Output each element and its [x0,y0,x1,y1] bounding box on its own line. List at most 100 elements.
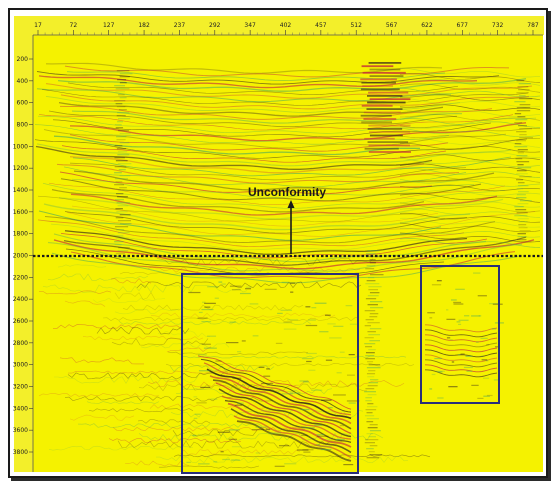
y-tick-label: 2000 [13,253,28,260]
box-left-texture [198,370,210,372]
upper-reflector [48,110,458,128]
vertical-disturbance [519,200,532,202]
bright-spot-trace [369,68,401,71]
box-left-texture [346,400,360,402]
vertical-disturbance [367,361,374,363]
vertical-disturbance [117,118,131,120]
box-left-reflector [212,379,352,430]
lower-reflector [48,445,194,451]
box-right-texture [480,337,488,339]
box-left-texture [333,325,344,327]
box-left-texture [284,463,297,465]
x-tick-label: 17 [34,22,42,29]
lower-reflector [114,308,180,315]
box-left-texture [329,337,342,339]
box-right-texture [486,394,493,397]
lower-reflector [173,454,431,458]
box-left-texture [339,424,344,427]
upper-reflector [71,205,439,227]
vertical-disturbance [119,73,133,75]
box-left-texture [258,366,265,369]
upper-right-reflector [399,202,541,213]
box-left-texture [218,281,223,283]
vertical-disturbance [517,239,527,241]
box-left-texture [201,320,212,323]
vertical-disturbance [365,397,372,399]
vertical-disturbance [514,113,522,115]
box-right-texture [429,388,433,390]
vertical-disturbance [118,169,126,171]
upper-right-reflector [399,154,541,161]
x-tick-label: 567 [386,22,398,29]
vertical-disturbance [117,154,130,156]
box-left-texture [306,360,312,363]
vertical-disturbance [368,451,375,453]
upper-right-reflector [399,94,541,101]
lower-reflector [172,429,258,437]
vertical-disturbance [367,250,380,252]
vertical-disturbance [368,364,381,366]
vertical-disturbance [369,445,378,447]
box-right-texture [464,315,470,317]
vertical-disturbance [115,199,124,201]
box-left-texture [221,283,226,285]
box-right-texture [483,395,490,397]
box-left-texture [192,434,197,437]
box-right-texture [446,318,456,320]
upper-right-reflector [399,157,541,168]
y-tick-label: 2200 [13,274,28,281]
box-left-texture [186,461,191,463]
vertical-disturbance [364,415,375,417]
vertical-disturbance [517,233,526,235]
lower-reflector [108,438,242,444]
upper-right-reflector [399,83,541,93]
box-right-texture [478,315,482,317]
box-left-texture [305,324,318,327]
vertical-disturbance [369,274,384,276]
x-tick-label: 347 [244,22,256,29]
upper-reflector [47,241,523,272]
box-right-reflector [424,344,498,353]
box-left-texture [231,446,242,448]
box-left-texture [311,389,323,391]
upper-reflector [53,233,487,263]
vertical-disturbance [115,160,128,162]
box-left-texture [215,360,222,362]
upper-reflector [43,129,507,149]
upper-reflector [45,83,533,99]
box-left-texture [301,427,315,429]
upper-reflector [65,248,445,276]
vertical-disturbance [116,148,126,150]
lower-reflector [166,346,212,353]
box-left-texture [222,458,230,461]
box-right-texture [448,386,458,388]
vertical-disturbance [365,409,377,411]
vertical-disturbance [514,101,526,103]
lower-reflector [179,449,301,455]
box-right-reflector [424,334,498,343]
unconformity-arrow-head [287,200,295,208]
vertical-disturbance [117,121,124,123]
y-tick-label: 600 [17,100,29,107]
vertical-disturbance [366,448,374,450]
box-left-texture [314,424,323,426]
bright-spot-trace [368,62,402,64]
vertical-disturbance [519,134,527,136]
bright-spot-trace [368,144,410,147]
vertical-disturbance [365,268,375,270]
upper-right-reflector [399,79,541,86]
upper-reflector [38,114,514,131]
vertical-disturbance [118,94,125,96]
box-left-texture [275,342,283,344]
box-left-texture [308,369,316,371]
vertical-disturbance [519,104,531,106]
lower-reflector [102,316,360,322]
vertical-disturbance [117,112,130,114]
bright-spot-trace [366,108,403,110]
box-right-texture [465,355,473,357]
box-left-texture [252,335,259,337]
vertical-disturbance [519,98,533,100]
box-left-texture [237,384,246,387]
box-left-texture [226,341,239,344]
y-tick-label: 3000 [13,362,28,369]
